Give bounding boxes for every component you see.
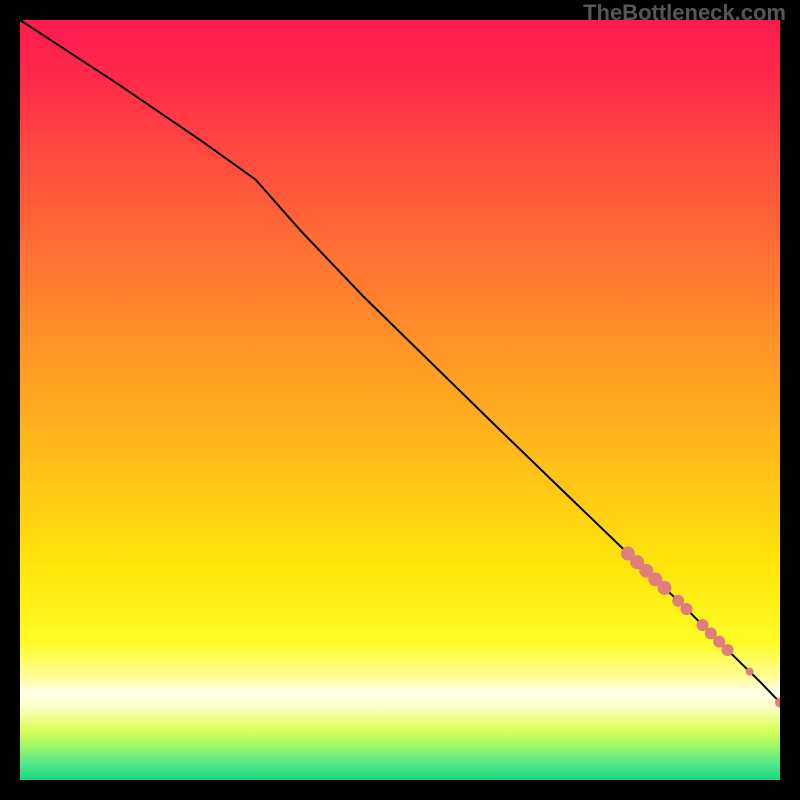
watermark-text: TheBottleneck.com	[583, 0, 786, 26]
curve-layer	[20, 20, 780, 780]
curve-line	[20, 20, 780, 702]
curve-marker	[657, 581, 671, 595]
curve-marker	[722, 644, 734, 656]
curve-markers	[621, 547, 780, 708]
curve-marker	[746, 668, 754, 676]
plot-area	[20, 20, 780, 780]
curve-marker	[681, 603, 693, 615]
